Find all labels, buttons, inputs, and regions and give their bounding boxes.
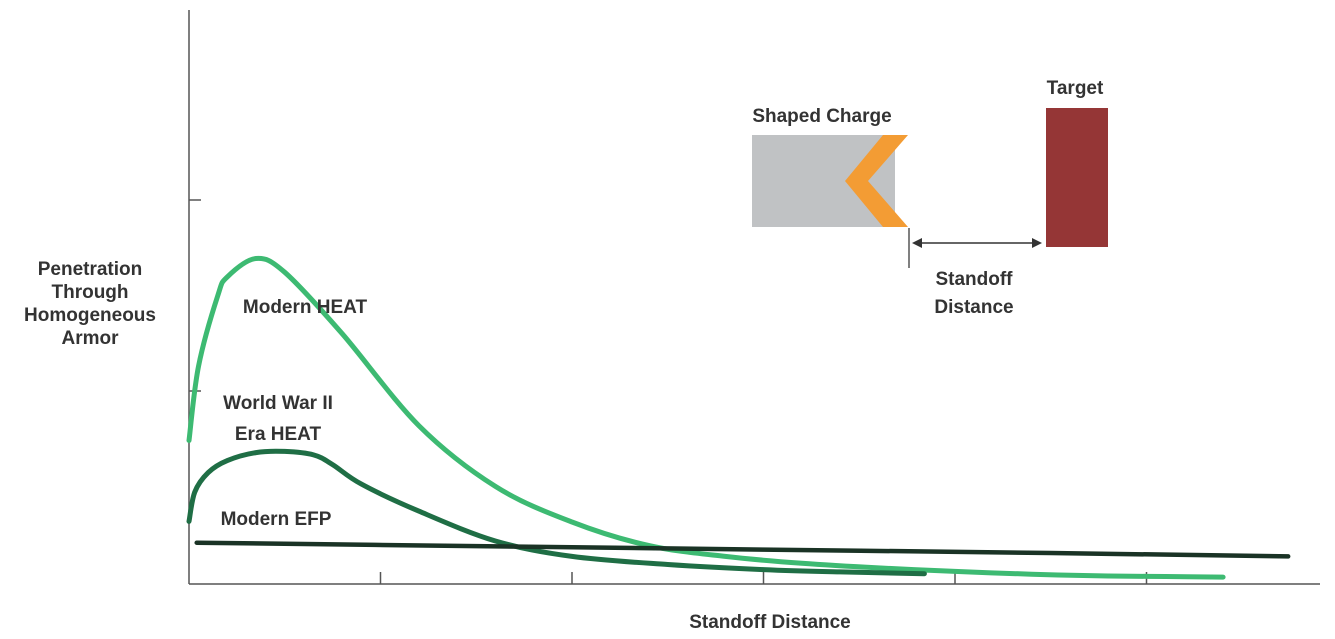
series-line-ww2-heat <box>186 448 927 577</box>
y-axis-label-line: Penetration <box>37 259 143 280</box>
standoff-arrowhead-right <box>1032 238 1042 248</box>
shaped-charge-label: Shaped Charge <box>752 106 891 127</box>
series-label-ww2-heat-line2: Era HEAT <box>235 424 322 445</box>
standoff-arrowhead-left <box>912 238 922 248</box>
y-axis-label-line: Homogeneous <box>24 305 156 326</box>
y-axis-label: Penetration Through Homogeneous Armor <box>20 258 160 350</box>
shaped-charge-diagram: Shaped Charge Target Standoff Distance <box>752 78 1108 318</box>
series-label-modern-efp: Modern EFP <box>221 509 332 530</box>
x-axis-label: Standoff Distance <box>689 612 851 633</box>
target-label: Target <box>1047 78 1104 99</box>
series-label-ww2-heat-line1: World War II <box>223 393 333 414</box>
y-axis-label-line: Through <box>51 282 129 303</box>
series-group <box>186 255 1291 580</box>
standoff-label-line1: Standoff <box>935 269 1013 290</box>
charge-liner <box>845 135 908 227</box>
series-line-modern-efp <box>194 540 1291 559</box>
series-label-modern-heat: Modern HEAT <box>243 297 368 318</box>
y-axis-label-line: Armor <box>61 328 119 349</box>
axes <box>188 10 1320 585</box>
series-line-modern-heat <box>186 255 1226 580</box>
standoff-label-line2: Distance <box>934 297 1013 318</box>
target-block <box>1046 108 1108 247</box>
